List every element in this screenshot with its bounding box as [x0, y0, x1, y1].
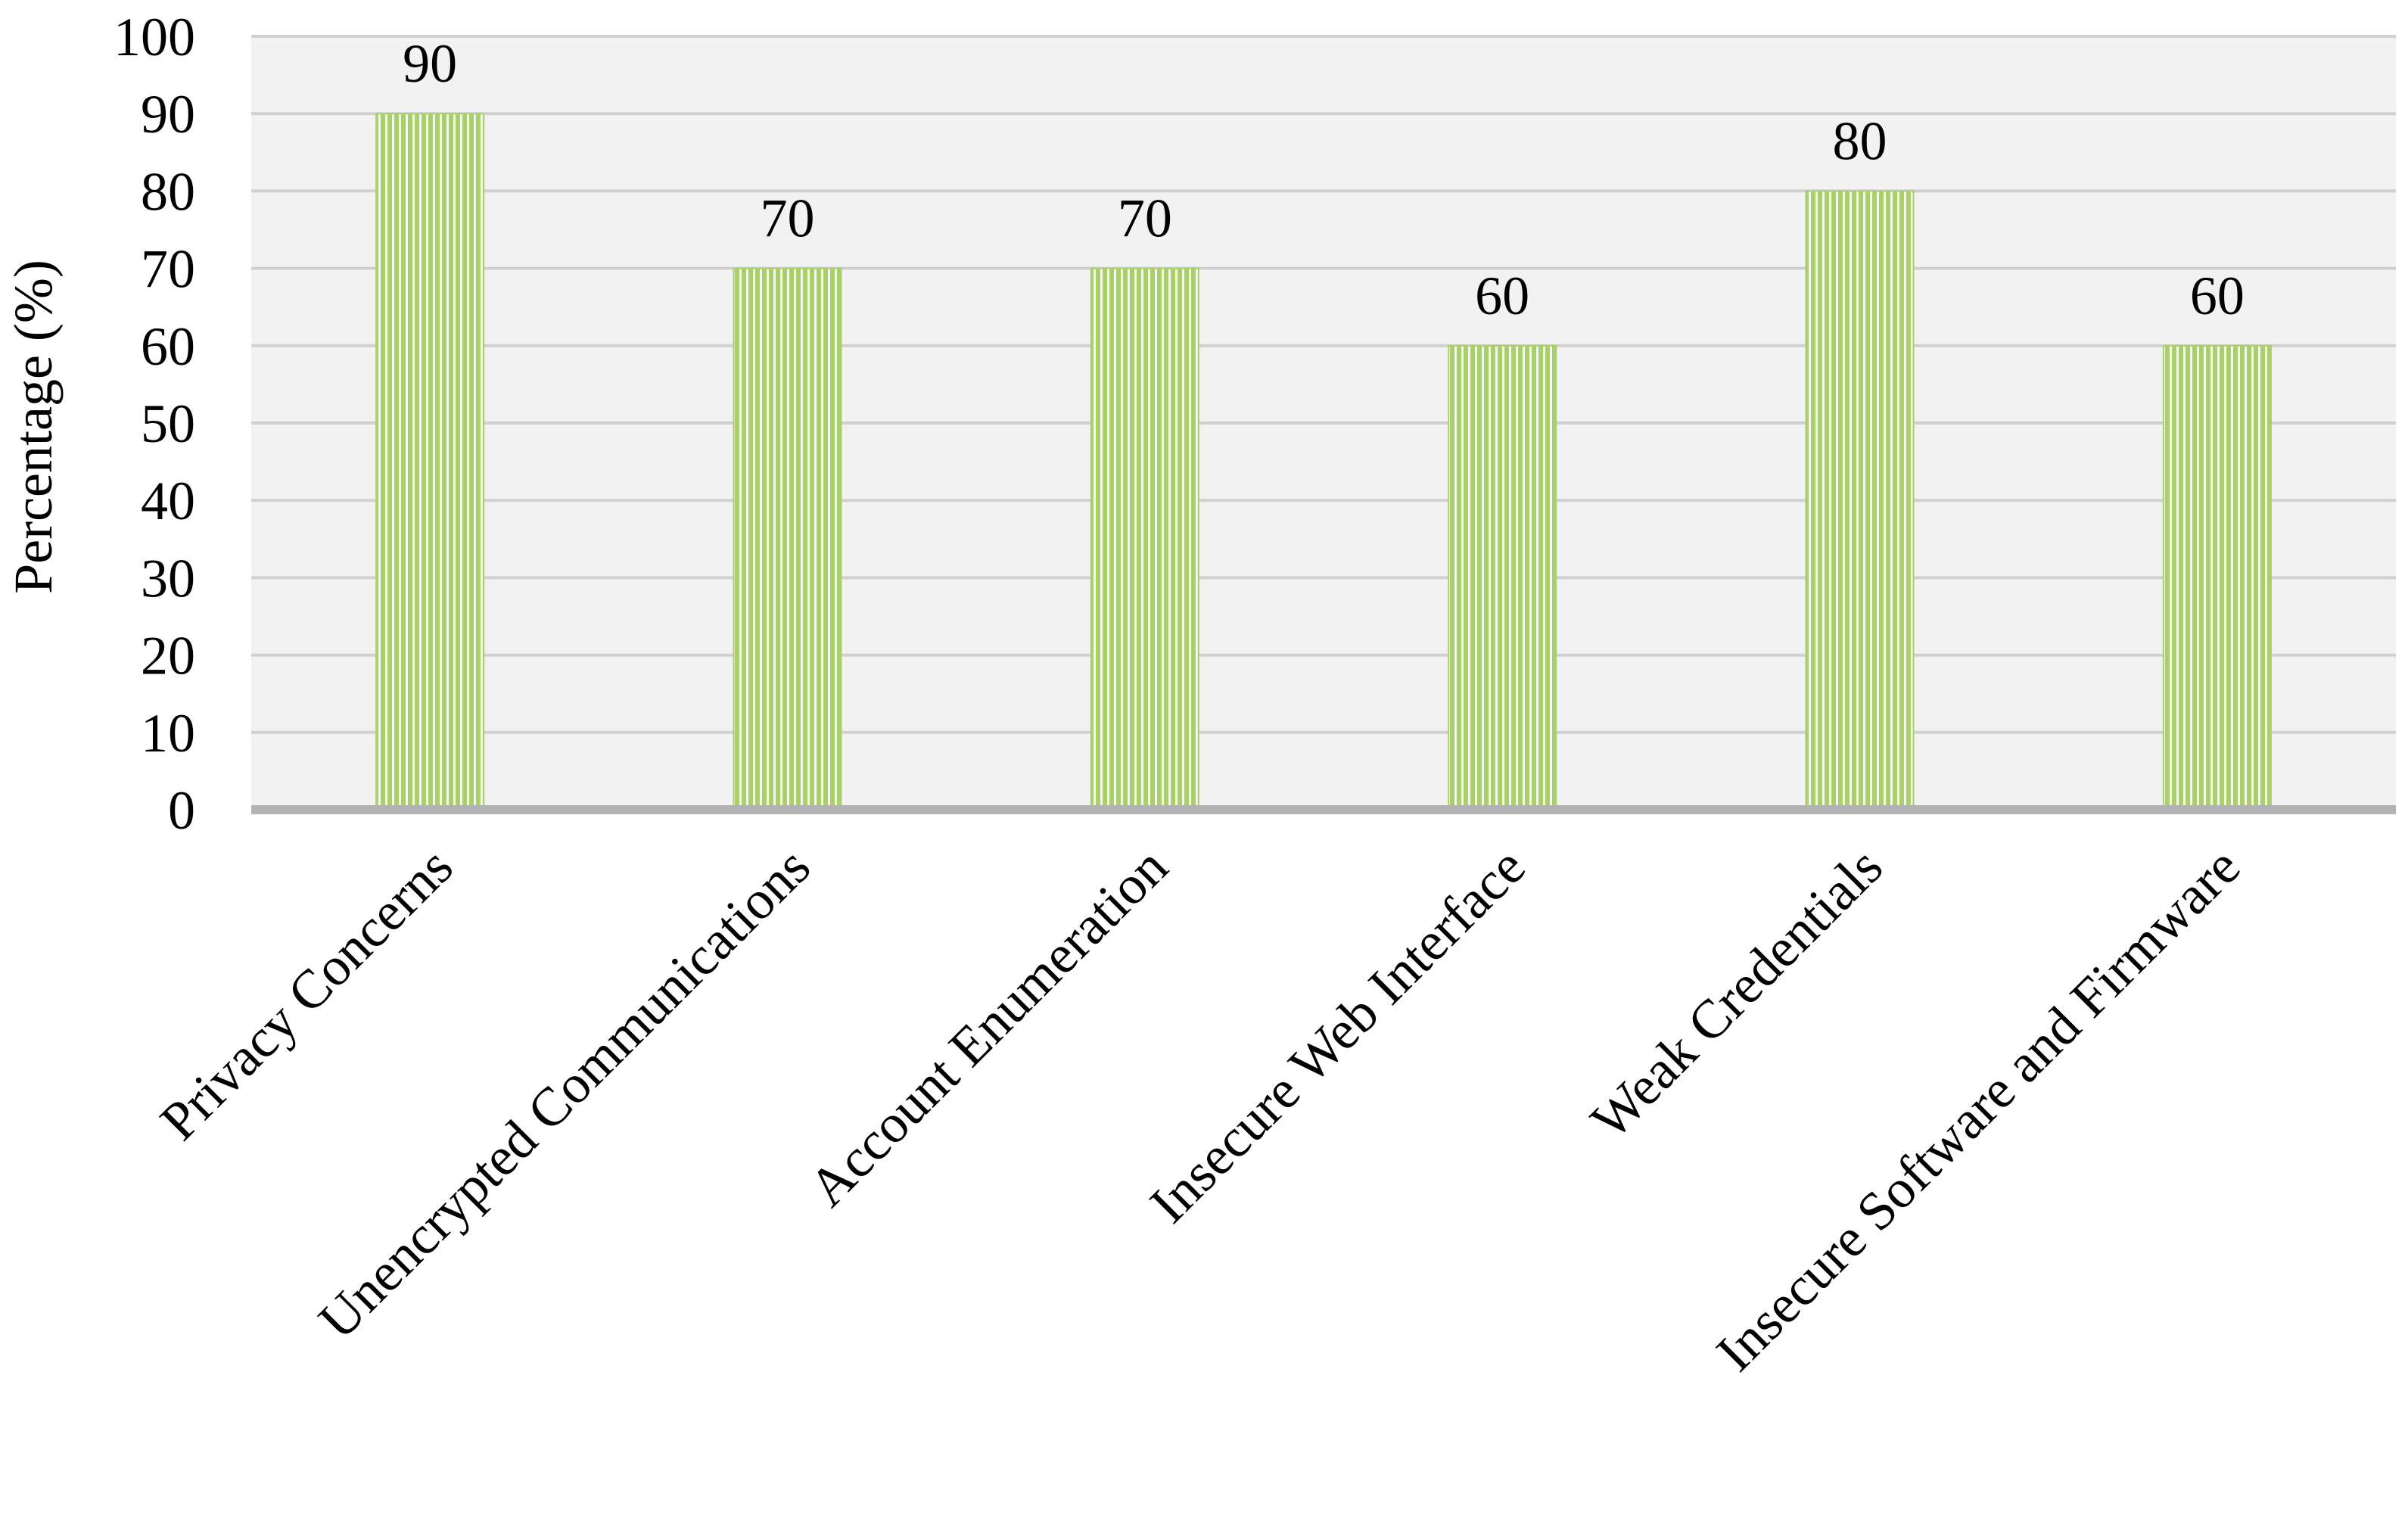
y-tick-label: 40 [141, 471, 195, 531]
category-label: Privacy Concerns [148, 836, 464, 1152]
data-label: 60 [1475, 266, 1529, 326]
data-label: 90 [403, 33, 457, 94]
bars [375, 113, 2272, 811]
y-tick-label: 50 [141, 394, 195, 454]
bar [733, 267, 842, 811]
data-label: 80 [1833, 110, 1887, 171]
y-axis-title: Percentage (%) [3, 260, 64, 594]
y-tick-label: 0 [168, 780, 195, 841]
data-label: 70 [761, 188, 815, 249]
data-label: 70 [1118, 188, 1172, 249]
bar [1090, 267, 1199, 811]
y-tick-label: 90 [141, 84, 195, 145]
category-label: Insecure Web Interface [1138, 836, 1536, 1234]
category-label: Account Enumeration [797, 836, 1179, 1218]
bar [1805, 190, 1915, 810]
y-tick-label: 80 [141, 161, 195, 222]
data-label: 60 [2190, 266, 2245, 326]
category-label: Weak Credentials [1579, 836, 1894, 1151]
bar [1448, 344, 1557, 810]
y-tick-label: 100 [114, 7, 195, 67]
bar [375, 113, 485, 810]
y-tick-label: 70 [141, 239, 195, 300]
y-tick-labels: 0 10 20 30 40 50 60 70 80 90 100 [114, 7, 195, 841]
gridlines [251, 35, 2396, 734]
y-tick-label: 60 [141, 316, 195, 377]
y-tick-label: 20 [141, 626, 195, 686]
y-tick-label: 10 [141, 703, 195, 764]
y-tick-label: 30 [141, 548, 195, 608]
data-labels: 90 70 70 60 80 60 [403, 33, 2245, 326]
bar [2162, 344, 2272, 810]
